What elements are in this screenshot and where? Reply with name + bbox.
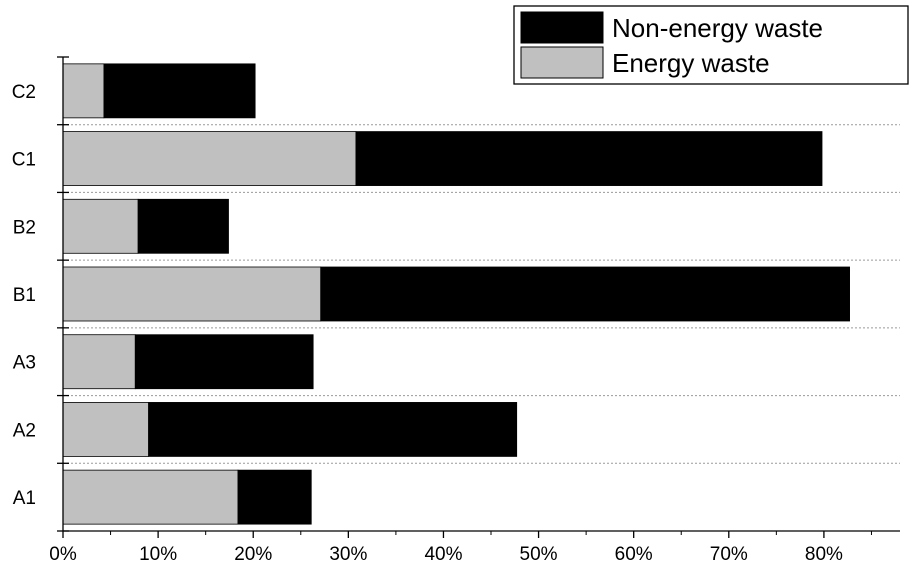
x-tick-label: 50% bbox=[520, 544, 558, 565]
x-tick-label: 40% bbox=[424, 544, 462, 565]
grid-lines bbox=[63, 124, 900, 464]
x-ticks: 0% 10% 20% 30% 40% 50% 60% 70% 80% bbox=[49, 531, 872, 565]
x-tick-label: 80% bbox=[805, 544, 843, 565]
bar-a2-non-energy-waste bbox=[148, 402, 518, 457]
axes bbox=[62, 57, 900, 532]
bar-a3-energy-waste bbox=[62, 334, 136, 390]
x-tick-label: 70% bbox=[710, 544, 748, 565]
x-tick-label: 0% bbox=[49, 544, 77, 565]
bar-a1-energy-waste bbox=[62, 469, 239, 525]
y-tick-label: B2 bbox=[13, 217, 36, 238]
x-tick-label: 60% bbox=[615, 544, 653, 565]
legend-swatch-energy-waste bbox=[520, 46, 604, 79]
bar-c2-non-energy-waste bbox=[103, 63, 256, 119]
y-ticks: A1 A2 A3 B1 B2 C1 C2 bbox=[12, 56, 69, 532]
bar-c1-non-energy-waste bbox=[355, 131, 823, 186]
bar-a3-non-energy-waste bbox=[134, 334, 314, 390]
bar-b2-non-energy-waste bbox=[137, 198, 229, 254]
y-tick-label: B1 bbox=[13, 285, 36, 306]
bar-c1-energy-waste bbox=[62, 131, 357, 186]
x-tick-label: 20% bbox=[234, 544, 272, 565]
legend-label-energy-waste: Energy waste bbox=[612, 48, 770, 78]
bar-a2-energy-waste bbox=[62, 402, 150, 457]
y-tick-label: A1 bbox=[13, 488, 36, 509]
bars bbox=[62, 63, 850, 525]
x-tick-label: 30% bbox=[329, 544, 367, 565]
legend: Non-energy waste Energy waste bbox=[513, 5, 909, 85]
bar-c2-energy-waste bbox=[62, 63, 105, 119]
y-tick-label: C2 bbox=[12, 82, 36, 103]
legend-swatch-non-energy-waste bbox=[520, 11, 604, 44]
y-tick-label: A3 bbox=[13, 353, 36, 374]
y-tick-label: A2 bbox=[13, 420, 36, 441]
bar-b1-non-energy-waste bbox=[320, 266, 850, 322]
legend-label-non-energy-waste: Non-energy waste bbox=[612, 13, 823, 43]
bar-b1-energy-waste bbox=[62, 266, 322, 322]
x-tick-label: 10% bbox=[139, 544, 177, 565]
bar-a1-non-energy-waste bbox=[237, 469, 312, 525]
y-tick-label: C1 bbox=[12, 150, 36, 171]
bar-b2-energy-waste bbox=[62, 198, 139, 254]
